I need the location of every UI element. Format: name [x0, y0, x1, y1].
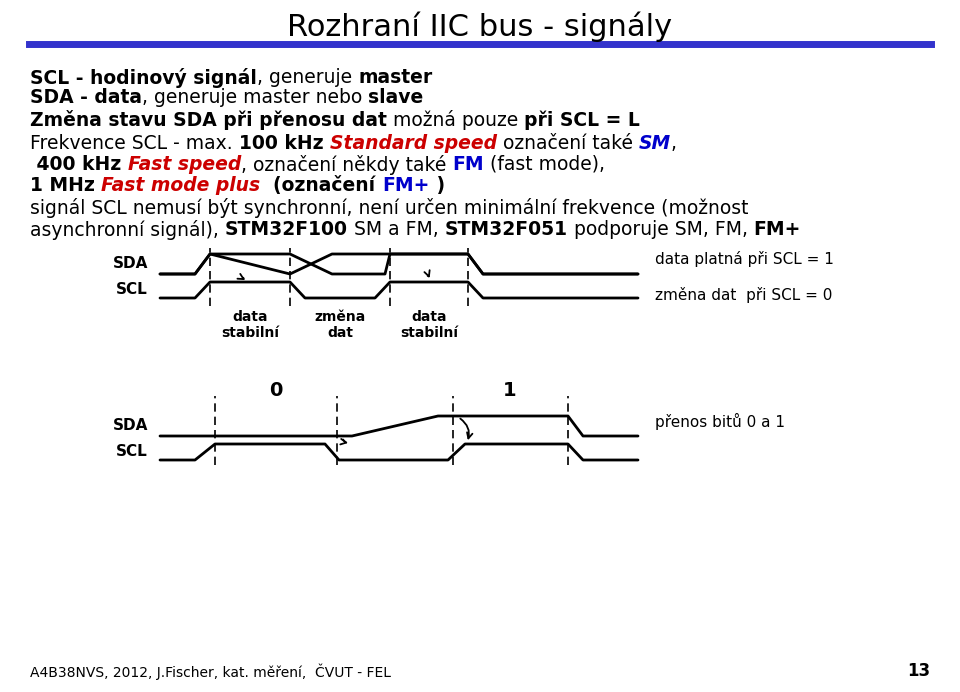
Text: přenos bitů 0 a 1: přenos bitů 0 a 1 [655, 412, 785, 430]
Text: FM+: FM+ [382, 176, 429, 195]
Text: data
stabilní: data stabilní [400, 310, 458, 340]
Text: data
stabilní: data stabilní [221, 310, 279, 340]
Text: , označení někdy také: , označení někdy také [241, 155, 452, 175]
Text: ,: , [671, 134, 677, 153]
Text: SCL: SCL [116, 282, 148, 298]
Text: FM: FM [452, 155, 484, 174]
Text: slave: slave [369, 88, 423, 107]
Text: signál SCL nemusí být synchronní, není určen minimální frekvence (možnost: signál SCL nemusí být synchronní, není u… [30, 198, 749, 218]
Text: změna
dat: změna dat [314, 310, 366, 340]
Text: Změna stavu SDA při přenosu dat: Změna stavu SDA při přenosu dat [30, 110, 387, 130]
Text: změna dat  při SCL = 0: změna dat při SCL = 0 [655, 287, 832, 303]
Text: SDA: SDA [112, 257, 148, 271]
Text: asynchronní signál),: asynchronní signál), [30, 220, 225, 240]
Text: Frekvence SCL - max.: Frekvence SCL - max. [30, 134, 239, 153]
Text: Fast mode plus: Fast mode plus [102, 176, 260, 195]
Text: Fast speed: Fast speed [128, 155, 241, 174]
Text: STM32F051: STM32F051 [444, 220, 567, 239]
Text: STM32F100: STM32F100 [225, 220, 348, 239]
Text: (fast mode),: (fast mode), [484, 155, 605, 174]
Text: , generuje: , generuje [257, 68, 358, 87]
Text: 400 kHz: 400 kHz [30, 155, 128, 174]
Text: SM: SM [638, 134, 671, 153]
Text: SDA: SDA [112, 419, 148, 433]
Text: SDA - data: SDA - data [30, 88, 142, 107]
Text: 0: 0 [270, 381, 282, 400]
Text: 1: 1 [503, 381, 516, 400]
Text: , generuje master nebo: , generuje master nebo [142, 88, 369, 107]
Text: při SCL = L: při SCL = L [524, 110, 640, 129]
Text: (označení: (označení [260, 176, 382, 195]
Text: možná pouze: možná pouze [387, 110, 524, 130]
Text: Standard speed: Standard speed [329, 134, 496, 153]
Text: SCL - hodinový signál: SCL - hodinový signál [30, 68, 257, 88]
Text: A4B38NVS, 2012, J.Fischer, kat. měření,  ČVUT - FEL: A4B38NVS, 2012, J.Fischer, kat. měření, … [30, 664, 391, 680]
Text: Rozhraní IIC bus - signály: Rozhraní IIC bus - signály [287, 12, 673, 42]
Text: podporuje SM, FM,: podporuje SM, FM, [567, 220, 754, 239]
Text: 100 kHz: 100 kHz [239, 134, 329, 153]
Text: master: master [358, 68, 432, 87]
Text: ): ) [429, 176, 444, 195]
Text: označení také: označení také [496, 134, 638, 153]
Text: FM+: FM+ [754, 220, 801, 239]
Text: 1 MHz: 1 MHz [30, 176, 102, 195]
Text: SM a FM,: SM a FM, [348, 220, 444, 239]
Text: data platná při SCL = 1: data platná při SCL = 1 [655, 251, 834, 267]
Text: 13: 13 [907, 662, 930, 680]
Text: SCL: SCL [116, 444, 148, 459]
